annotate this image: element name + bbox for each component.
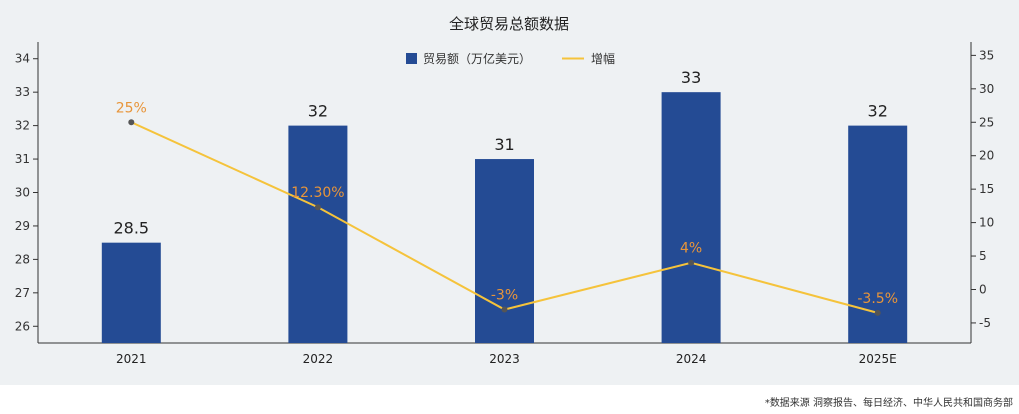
left-axis-tick-label: 30 <box>15 186 30 200</box>
left-axis: 26 27 28 29 30 31 32 33 34 <box>15 52 38 333</box>
chart: 全球贸易总额数据 贸易额（万亿美元） 增幅 26 27 28 29 30 31 32 33 34… <box>15 15 995 366</box>
bar-value-label: 28.5 <box>113 219 149 238</box>
left-axis-tick-label: 32 <box>15 119 30 133</box>
source-note: *数据来源 洞察报告、每日经济、中华人民共和国商务部 <box>764 398 1013 409</box>
x-axis-tick-label: 2021 <box>116 352 147 366</box>
bar-value-label: 31 <box>494 135 514 154</box>
right-axis-tick-label: -5 <box>979 316 991 330</box>
growth-point <box>688 259 695 266</box>
legend-line-label: 增幅 <box>591 51 615 66</box>
legend: 贸易额（万亿美元） 增幅 <box>406 51 615 66</box>
right-axis-tick-label: 0 <box>979 282 987 296</box>
right-axis-tick-label: 20 <box>979 149 994 163</box>
bar-value-label: 33 <box>681 68 701 87</box>
growth-value-label: -3% <box>491 288 518 304</box>
left-axis-tick-label: 27 <box>15 286 30 300</box>
left-axis-tick-label: 34 <box>15 52 30 66</box>
line-series <box>128 119 881 316</box>
growth-point <box>128 119 135 126</box>
bar <box>475 159 534 343</box>
bar-value-label: 32 <box>308 102 328 121</box>
bar-series <box>101 92 908 344</box>
left-axis-tick-label: 28 <box>15 252 30 266</box>
right-axis-tick-label: 30 <box>979 82 994 96</box>
left-axis-tick-label: 31 <box>15 152 30 166</box>
line-labels: 25% 12.30% -3% 4% -3.5% <box>116 100 898 307</box>
growth-point <box>874 309 881 316</box>
right-axis-tick-label: 10 <box>979 216 994 230</box>
growth-value-label: 12.30% <box>291 185 344 201</box>
legend-bar-swatch <box>406 53 417 64</box>
chart-title: 全球贸易总额数据 <box>449 15 569 33</box>
right-axis-tick-label: 5 <box>979 249 987 263</box>
x-axis-tick-label: 2022 <box>303 352 334 366</box>
bar <box>661 92 721 344</box>
left-axis-tick-label: 26 <box>15 319 30 333</box>
growth-value-label: 25% <box>116 100 147 116</box>
chart-panel: 全球贸易总额数据 贸易额（万亿美元） 增幅 26 27 28 29 30 31 32 33 34… <box>0 0 1019 385</box>
right-axis: -5 0 5 10 15 20 25 30 35 <box>971 48 994 330</box>
bar <box>101 242 161 343</box>
x-axis-tick-label: 2023 <box>489 352 520 366</box>
x-axis-tick-label: 2024 <box>676 352 707 366</box>
right-axis-tick-label: 35 <box>979 48 994 62</box>
growth-value-label: 4% <box>680 241 702 257</box>
bar <box>288 125 348 343</box>
x-axis: 2021 2022 2023 2024 2025E <box>116 352 897 366</box>
bar-value-label: 32 <box>868 102 888 121</box>
left-axis-tick-label: 33 <box>15 85 30 99</box>
legend-bar-label: 贸易额（万亿美元） <box>423 51 531 66</box>
left-axis-tick-label: 29 <box>15 219 30 233</box>
growth-point <box>501 306 508 313</box>
right-axis-tick-label: 15 <box>979 182 994 196</box>
growth-point <box>314 204 321 211</box>
growth-value-label: -3.5% <box>857 291 898 307</box>
bar-labels: 28.5 32 31 33 32 <box>113 68 887 238</box>
right-axis-tick-label: 25 <box>979 115 994 129</box>
x-axis-tick-label: 2025E <box>859 352 897 366</box>
